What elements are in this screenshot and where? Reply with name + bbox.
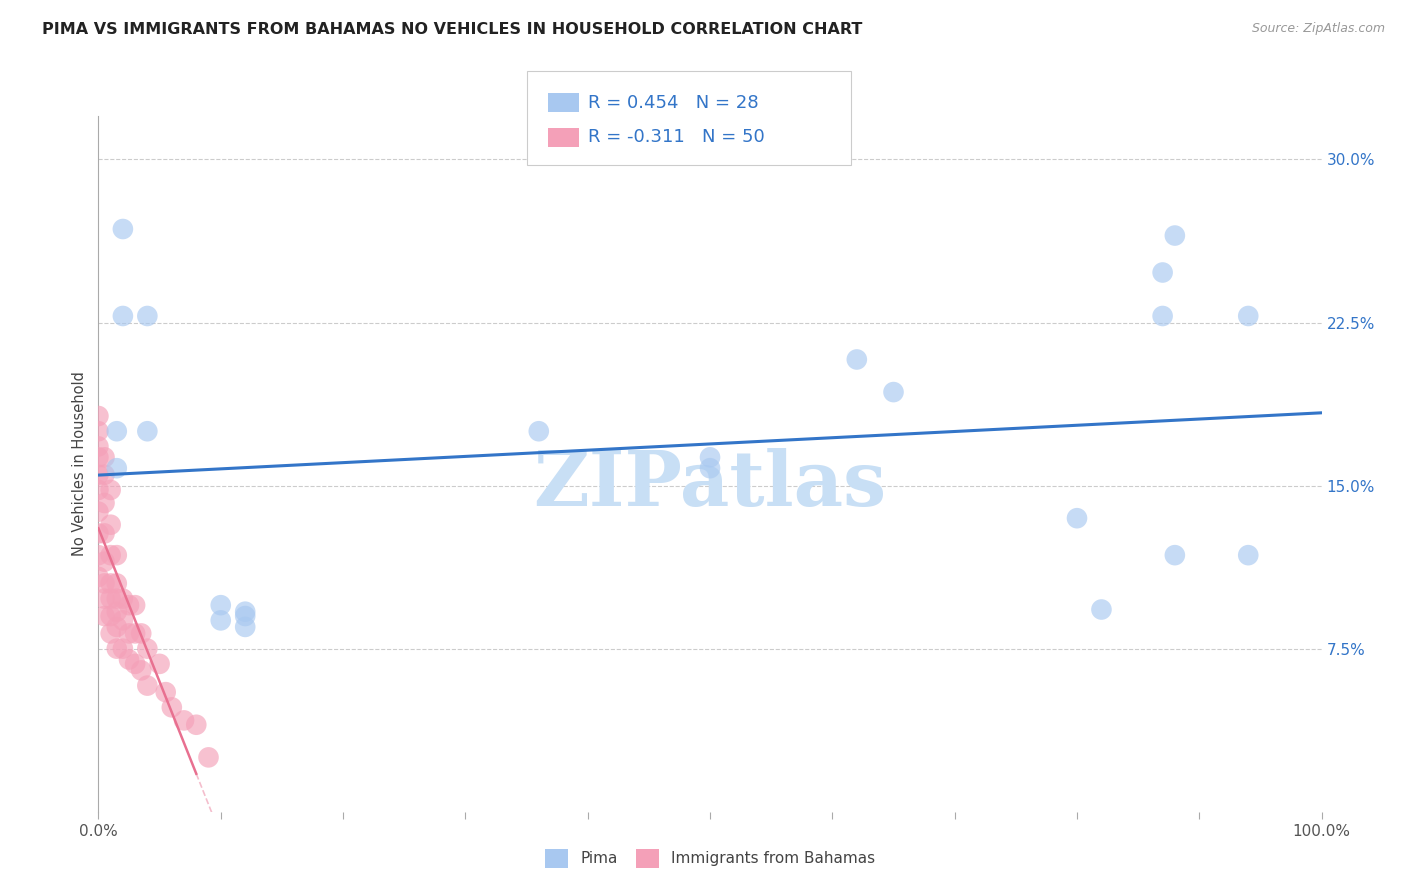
Point: [100, 591, 122, 606]
Point: [118, 626, 141, 640]
Point: [118, 652, 141, 666]
Point: [1090, 602, 1112, 616]
Point: [87, 467, 110, 482]
Point: [93, 496, 115, 510]
Point: [105, 605, 128, 619]
Point: [93, 526, 115, 541]
Point: [93, 450, 115, 465]
Point: [105, 620, 128, 634]
Point: [129, 626, 152, 640]
Text: ZIPatlas: ZIPatlas: [533, 448, 887, 522]
Point: [93, 576, 115, 591]
Point: [87, 440, 110, 454]
Point: [124, 626, 146, 640]
Point: [1164, 548, 1187, 562]
Point: [136, 641, 159, 656]
Text: Source: ZipAtlas.com: Source: ZipAtlas.com: [1251, 22, 1385, 36]
Point: [100, 626, 122, 640]
Point: [1164, 228, 1187, 243]
Point: [111, 591, 134, 606]
Point: [149, 657, 172, 671]
Point: [1066, 511, 1088, 525]
Point: [105, 461, 128, 475]
Point: [100, 548, 122, 562]
Point: [173, 714, 195, 728]
Point: [111, 641, 134, 656]
Point: [87, 450, 110, 465]
Point: [527, 424, 550, 438]
Point: [87, 570, 110, 584]
Point: [129, 664, 152, 678]
Point: [100, 576, 122, 591]
Point: [93, 467, 115, 482]
Point: [124, 657, 146, 671]
Point: [136, 679, 159, 693]
Point: [100, 517, 122, 532]
Point: [136, 424, 159, 438]
Point: [233, 609, 256, 624]
Text: R = -0.311   N = 50: R = -0.311 N = 50: [588, 128, 765, 146]
Point: [93, 591, 115, 606]
Point: [87, 409, 110, 423]
Legend: Pima, Immigrants from Bahamas: Pima, Immigrants from Bahamas: [538, 843, 882, 873]
Point: [1237, 309, 1260, 323]
Point: [87, 526, 110, 541]
Point: [136, 309, 159, 323]
Point: [197, 750, 219, 764]
Point: [87, 424, 110, 438]
Point: [883, 385, 905, 400]
Text: R = 0.454   N = 28: R = 0.454 N = 28: [588, 94, 758, 112]
Point: [233, 620, 256, 634]
Point: [699, 450, 721, 465]
Point: [699, 461, 721, 475]
Point: [1152, 309, 1174, 323]
Point: [209, 614, 232, 628]
Point: [111, 309, 134, 323]
Point: [105, 424, 128, 438]
Point: [1237, 548, 1260, 562]
Y-axis label: No Vehicles in Household: No Vehicles in Household: [72, 371, 87, 557]
Point: [105, 591, 128, 606]
Point: [87, 505, 110, 519]
Point: [100, 609, 122, 624]
Point: [233, 605, 256, 619]
Text: PIMA VS IMMIGRANTS FROM BAHAMAS NO VEHICLES IN HOUSEHOLD CORRELATION CHART: PIMA VS IMMIGRANTS FROM BAHAMAS NO VEHIC…: [42, 22, 862, 37]
Point: [111, 614, 134, 628]
Point: [155, 685, 177, 699]
Point: [1152, 266, 1174, 280]
Point: [93, 609, 115, 624]
Point: [209, 598, 232, 612]
Point: [93, 555, 115, 569]
Point: [186, 717, 208, 731]
Point: [111, 222, 134, 236]
Point: [845, 352, 868, 367]
Point: [105, 548, 128, 562]
Point: [124, 598, 146, 612]
Point: [100, 483, 122, 497]
Point: [105, 576, 128, 591]
Point: [118, 598, 141, 612]
Point: [160, 700, 183, 714]
Point: [105, 641, 128, 656]
Point: [87, 548, 110, 562]
Point: [87, 483, 110, 497]
